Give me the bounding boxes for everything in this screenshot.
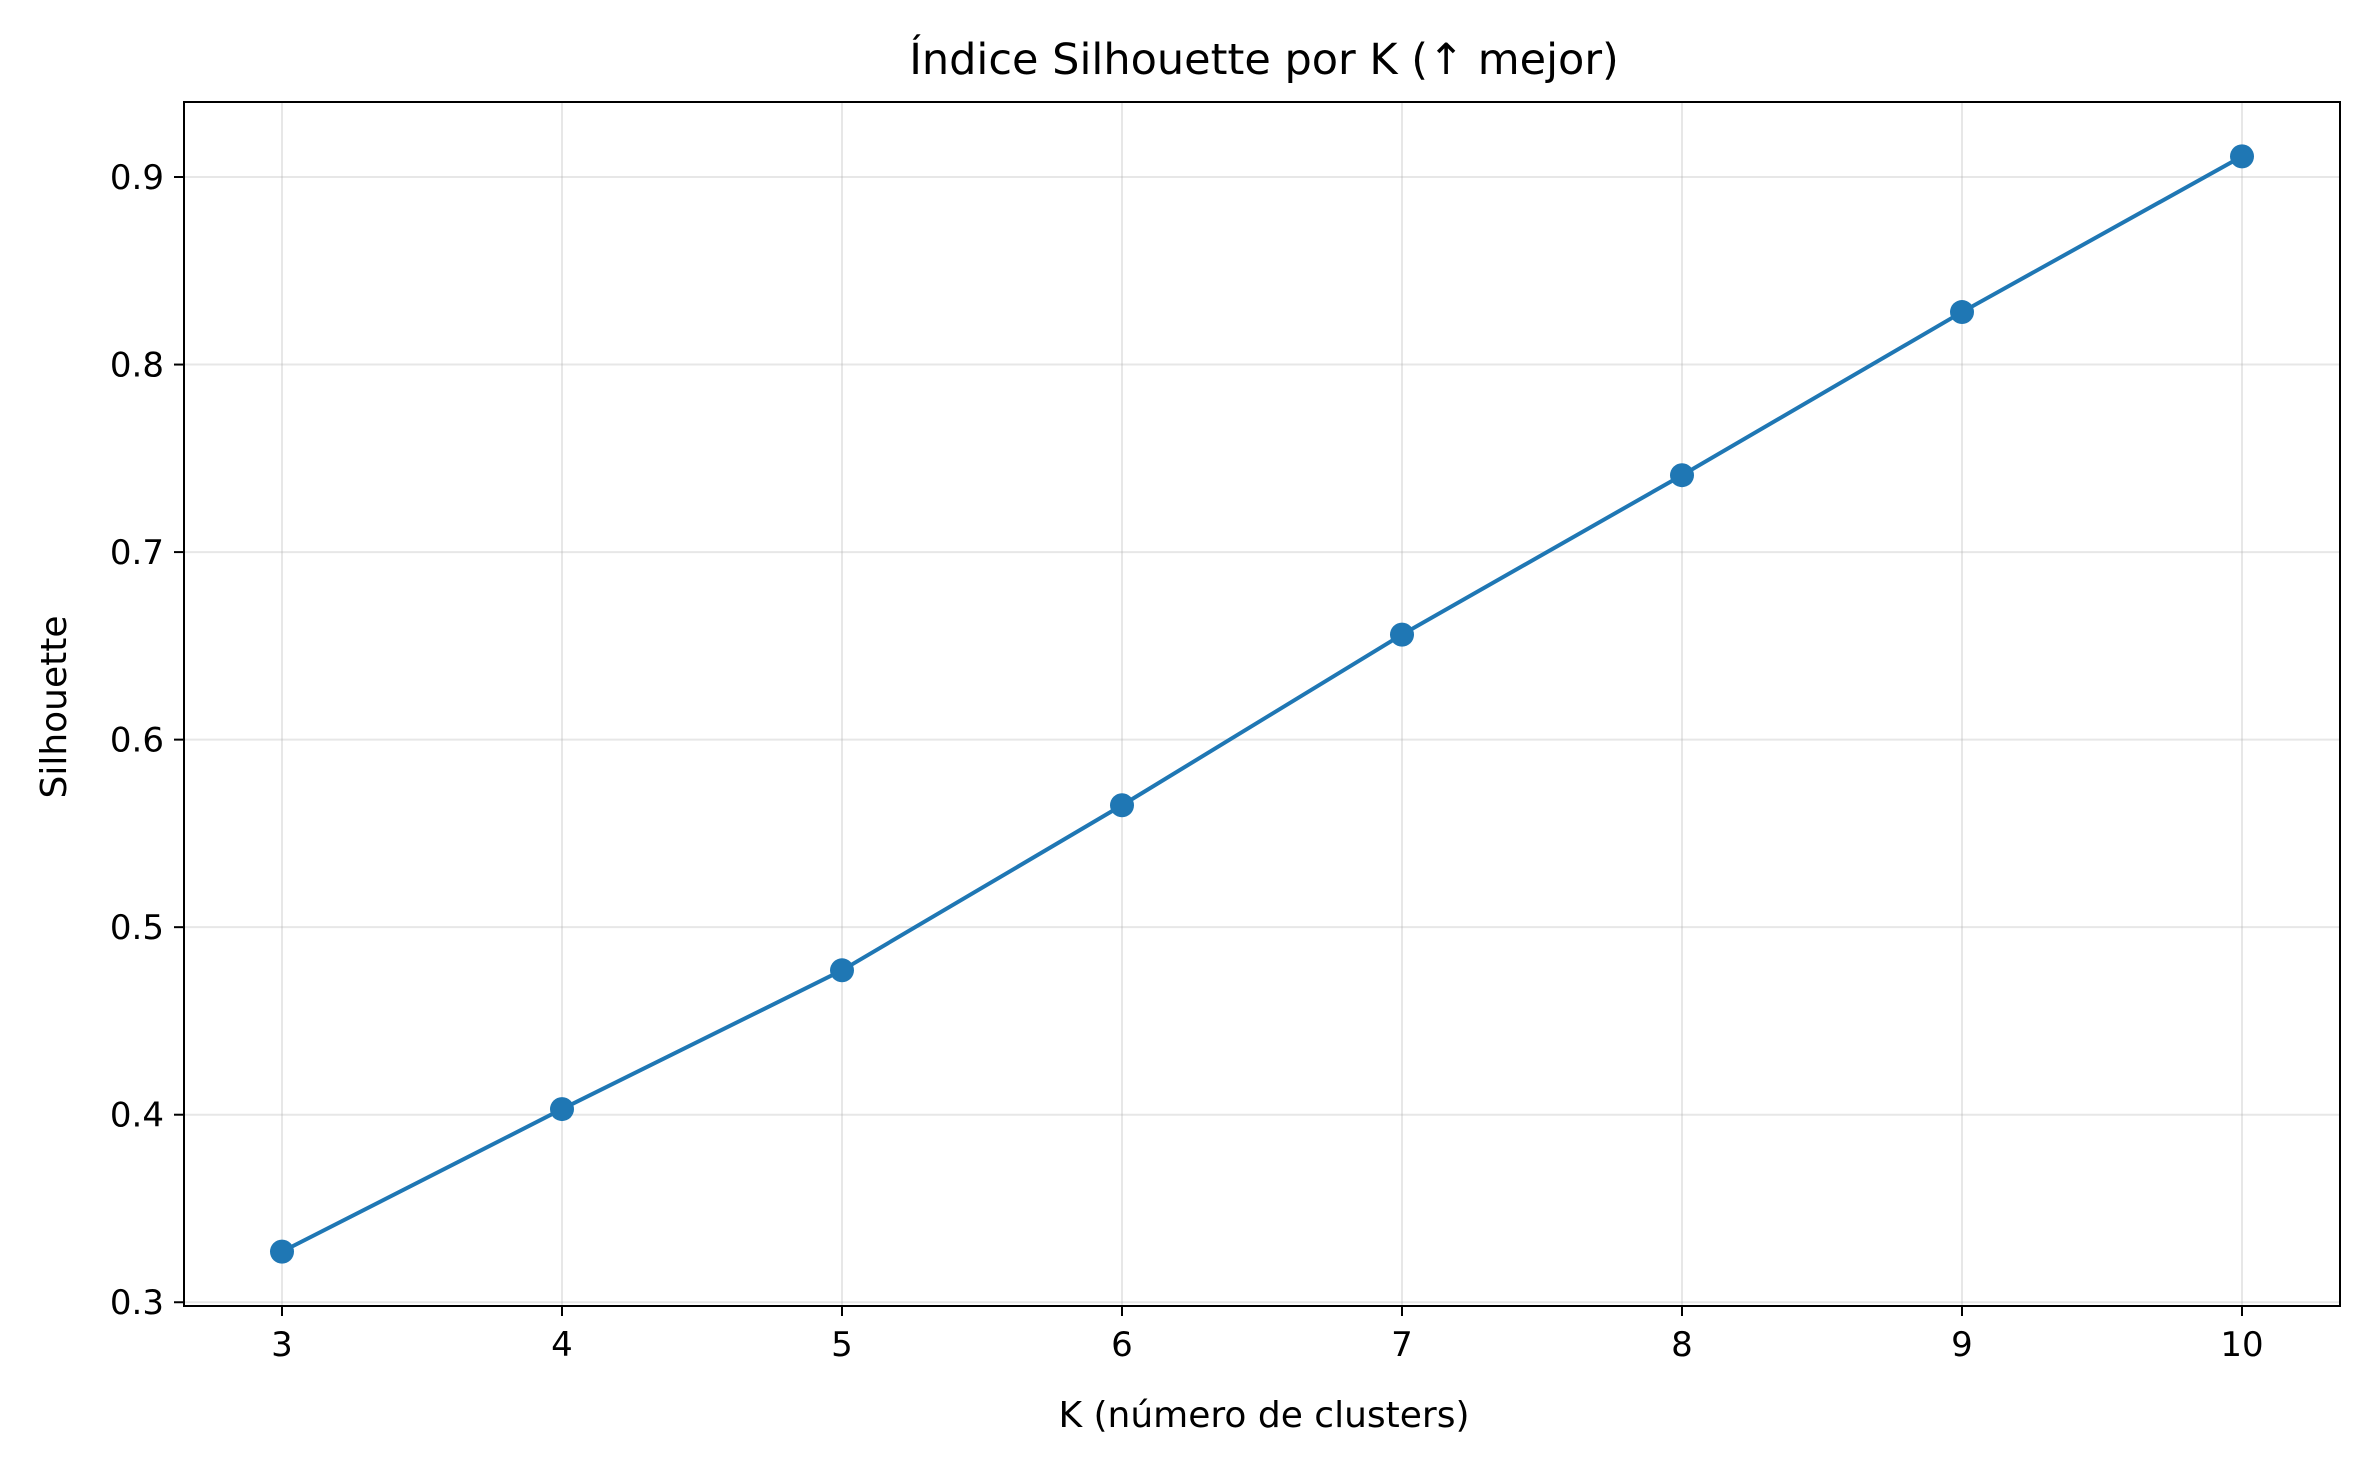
data-point <box>2230 144 2254 169</box>
y-tick-label: 0.6 <box>110 721 164 761</box>
x-axis-label: K (número de clusters) <box>1058 1395 1469 1436</box>
y-tick-label: 0.8 <box>110 346 164 386</box>
x-tick-label: 8 <box>1671 1325 1693 1365</box>
x-tick-label: 7 <box>1391 1325 1413 1365</box>
series-line <box>281 154 2243 1254</box>
plot-frame <box>183 101 2341 1307</box>
data-point <box>1950 300 1974 325</box>
x-tick-label: 9 <box>1951 1325 1973 1365</box>
y-tick-label: 0.3 <box>110 1283 164 1323</box>
data-point <box>270 1239 294 1264</box>
x-tick-label: 3 <box>271 1325 293 1365</box>
y-tick-label: 0.4 <box>110 1096 164 1136</box>
data-point <box>1670 463 1694 488</box>
x-tick-label: 6 <box>1111 1325 1133 1365</box>
y-tick-label: 0.7 <box>110 533 164 573</box>
data-point <box>1110 793 1134 818</box>
grid <box>184 102 2340 1306</box>
x-tick-label: 4 <box>551 1325 573 1365</box>
y-axis-label: Silhouette <box>34 615 75 798</box>
series-layer <box>270 144 2254 1264</box>
chart-title: Índice Silhouette por K (↑ mejor) <box>909 34 1619 85</box>
x-tick-label: 5 <box>831 1325 853 1365</box>
y-tick-label: 0.9 <box>110 158 164 198</box>
y-tick-label: 0.5 <box>110 908 164 948</box>
y-axis: 0.3 0.4 0.5 0.6 0.7 0.8 0.9 <box>110 158 184 1323</box>
data-point <box>550 1097 574 1122</box>
data-point <box>830 958 854 983</box>
data-point <box>1390 622 1414 647</box>
x-tick-label: 10 <box>2220 1325 2263 1365</box>
x-axis: 3 4 5 6 7 8 9 10 <box>271 1306 2264 1365</box>
